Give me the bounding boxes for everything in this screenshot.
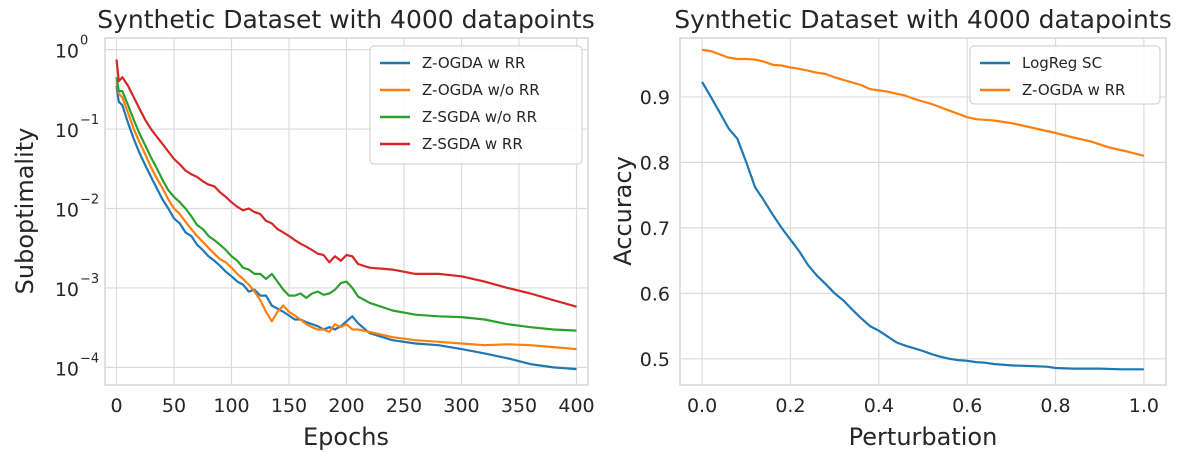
left-x-tick-label: 150 [271, 395, 307, 417]
right-y-tick-label: 0.7 [640, 218, 670, 240]
left-y-axis-label: Suboptimality [11, 128, 39, 295]
left-legend-label-0: Z-OGDA w RR [422, 54, 525, 72]
left-legend-box [369, 45, 583, 165]
left-legend-label-3: Z-SGDA w RR [422, 135, 523, 153]
left-y-tick-exponent: −3 [80, 272, 99, 287]
left-y-tick-exponent: −4 [80, 351, 99, 366]
left-y-tick-label: 10 [55, 199, 79, 221]
left-series-line-2 [115, 77, 577, 332]
right-y-tick-label: 0.8 [640, 152, 670, 174]
left-y-tick-label: 10 [55, 120, 79, 142]
left-y-tick-exponent: 0 [80, 34, 88, 49]
left-x-tick-label: 400 [558, 395, 594, 417]
left-series-line-1 [115, 80, 577, 351]
left-series-line-0 [115, 85, 577, 371]
right-legend: LogReg SC Z-OGDA w RR [969, 45, 1161, 105]
left-y-tick-exponent: −1 [80, 113, 99, 128]
left-y-tick-label: 10 [55, 41, 79, 63]
right-legend-label-1: Z-OGDA w RR [1022, 81, 1125, 99]
right-x-tick-label: 0.0 [687, 395, 717, 417]
left-x-tick-label: 200 [328, 395, 364, 417]
right-series-line-0 [701, 81, 1144, 371]
left-x-tick-label: 300 [443, 395, 479, 417]
right-x-axis-label: Perturbation [849, 423, 998, 451]
left-legend-label-2: Z-SGDA w/o RR [422, 108, 537, 126]
right-x-tick-label: 1.0 [1129, 395, 1159, 417]
right-series-line-1 [701, 48, 1145, 157]
right-y-tick-label: 0.5 [640, 349, 670, 371]
left-x-tick-label: 0 [110, 395, 122, 417]
right-series-layer [701, 48, 1145, 371]
right-y-ticks: 0.5 0.6 0.7 0.8 0.9 [640, 87, 670, 371]
left-y-tick-exponent: −2 [80, 192, 99, 207]
right-x-tick-label: 0.8 [1040, 395, 1070, 417]
left-x-tick-label: 100 [213, 395, 249, 417]
left-x-ticks: 0 50 100 150 200 250 300 350 400 [110, 395, 594, 417]
right-legend-box [969, 45, 1161, 105]
left-legend: Z-OGDA w RR Z-OGDA w/o RR Z-SGDA w/o RR Z-S… [369, 45, 583, 165]
left-legend-label-1: Z-OGDA w/o RR [422, 81, 540, 99]
right-chart-title: Synthetic Dataset with 4000 datapoints [674, 5, 1171, 34]
left-x-tick-label: 350 [501, 395, 537, 417]
left-y-tick-label: 10 [55, 358, 79, 380]
left-x-tick-label: 50 [162, 395, 186, 417]
left-chart: 0 50 100 150 200 250 300 350 400 10−410−310 −210−… [11, 5, 595, 451]
left-x-axis-label: Epochs [303, 423, 389, 451]
right-chart: 0.0 0.2 0.4 0.6 0.8 1.0 0.5 0.6 0.7 0.8 0.9 Synth… [609, 5, 1172, 451]
right-y-tick-label: 0.9 [640, 87, 670, 109]
right-y-axis-label: Accuracy [609, 156, 637, 266]
left-chart-title: Synthetic Dataset with 4000 datapoints [97, 5, 594, 34]
right-x-ticks: 0.0 0.2 0.4 0.6 0.8 1.0 [687, 395, 1159, 417]
right-y-tick-label: 0.6 [640, 283, 670, 305]
left-series-line-3 [115, 59, 577, 308]
right-legend-label-0: LogReg SC [1022, 54, 1102, 72]
right-x-tick-label: 0.6 [952, 395, 982, 417]
right-x-tick-label: 0.2 [775, 395, 805, 417]
left-x-tick-label: 250 [386, 395, 422, 417]
right-x-tick-label: 0.4 [864, 395, 894, 417]
left-series-layer [115, 59, 577, 371]
left-y-tick-label: 10 [55, 279, 79, 301]
